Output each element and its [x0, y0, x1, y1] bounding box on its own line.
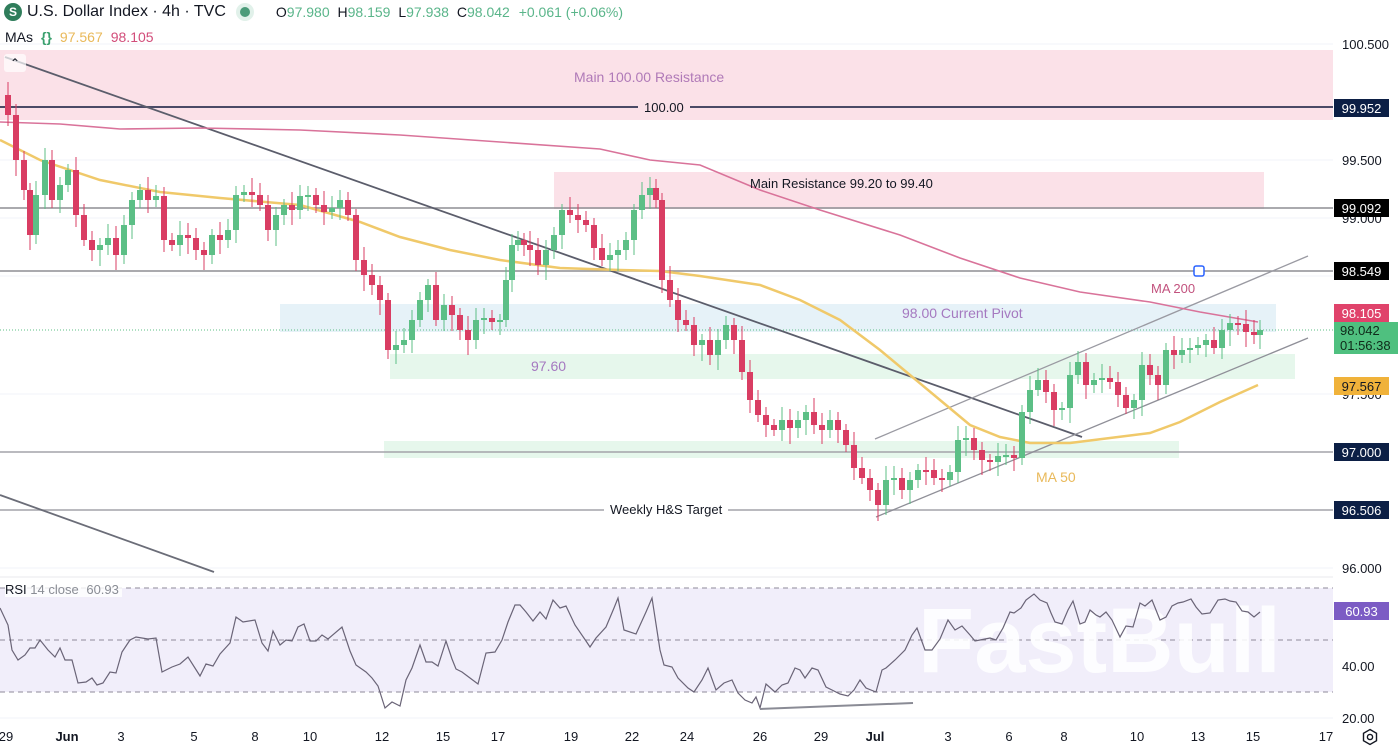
- rsi-tick: 40.00: [1342, 659, 1375, 674]
- dollar-logo-icon: S: [4, 3, 22, 21]
- level-9760-label[interactable]: 97.60: [531, 358, 567, 374]
- alert-handle[interactable]: [1193, 265, 1205, 277]
- time-tick: 17: [490, 729, 506, 744]
- main-resistance-zone: [554, 172, 1264, 209]
- collapse-legend-button[interactable]: ⌃: [4, 54, 26, 72]
- ma50-line: [0, 138, 1259, 445]
- open-label: O: [275, 4, 287, 20]
- price-tag-96506: 96.506: [1334, 501, 1389, 519]
- time-tick: 22: [624, 729, 640, 744]
- last-price-tag: 98.042 01:56:38: [1334, 322, 1398, 354]
- price-tag-99092: 99.092: [1334, 199, 1389, 217]
- ohlc-values: O97.980 H98.159 L97.938 C98.042 +0.061 (…: [272, 4, 623, 20]
- time-tick: 13: [1190, 729, 1206, 744]
- time-tick: 10: [302, 729, 318, 744]
- ma-legend[interactable]: MAs {} 97.567 98.105: [5, 29, 154, 45]
- ma50-label[interactable]: MA 50: [1036, 469, 1076, 485]
- symbol-title[interactable]: U.S. Dollar Index · 4h · TVC: [27, 3, 226, 20]
- ma200-legend-value: 98.105: [110, 29, 154, 45]
- watermark: FastBull: [918, 590, 1281, 692]
- chevron-up-icon: ⌃: [9, 56, 21, 70]
- time-tick: 29: [813, 729, 829, 744]
- settings-gear-icon[interactable]: [1361, 728, 1379, 746]
- code-braces-icon[interactable]: {}: [41, 29, 52, 45]
- main-resistance-label[interactable]: Main Resistance 99.20 to 99.40: [750, 176, 933, 191]
- symbol-header: S U.S. Dollar Index · 4h · TVC O97.980 H…: [4, 3, 623, 21]
- time-tick: 6: [1005, 729, 1013, 744]
- time-tick: 15: [1245, 729, 1261, 744]
- time-tick: 24: [679, 729, 695, 744]
- high-label: H: [337, 4, 348, 20]
- ma200-label[interactable]: MA 200: [1151, 281, 1196, 296]
- time-tick: Jun: [55, 729, 79, 744]
- ma200-line: [0, 121, 1259, 323]
- rsi-params: 14 close: [30, 582, 79, 597]
- rsi-divergence-line[interactable]: [759, 702, 914, 710]
- time-tick: 17: [1318, 729, 1334, 744]
- price-tick: 100.500: [1342, 37, 1389, 52]
- rsi-value-tag: 60.93: [1334, 602, 1389, 620]
- rsi-tick: 20.00: [1342, 711, 1375, 726]
- ma50-price-tag: 97.567: [1334, 377, 1389, 395]
- time-tick: 8: [1060, 729, 1068, 744]
- rsi-legend[interactable]: RSI 14 close 60.93: [5, 582, 122, 597]
- open-value: 97.980: [286, 4, 330, 20]
- time-tick: 19: [563, 729, 579, 744]
- time-tick: 3: [944, 729, 952, 744]
- rsi-label: RSI: [5, 582, 27, 597]
- channel-upper-line[interactable]: [874, 255, 1309, 440]
- time-tick: 26: [752, 729, 768, 744]
- price-tag-98549: 98.549: [1334, 262, 1389, 280]
- level-100-label[interactable]: 100.00: [638, 100, 690, 115]
- candlesticks: [5, 82, 1263, 521]
- high-value: 98.159: [347, 4, 391, 20]
- ma50-legend-value: 97.567: [59, 29, 103, 45]
- rsi-line: [0, 593, 1261, 711]
- pivot-label[interactable]: 98.00 Current Pivot: [902, 305, 1023, 321]
- change-value: +0.061 (+0.06%): [518, 4, 623, 20]
- price-tick: 99.500: [1342, 153, 1382, 168]
- time-tick: 12: [374, 729, 390, 744]
- channel-lower-line[interactable]: [875, 337, 1309, 518]
- lower-downtrend-line[interactable]: [0, 494, 215, 573]
- low-value: 97.938: [406, 4, 449, 20]
- ma200-price-tag: 98.105: [1334, 304, 1389, 322]
- mas-label: MAs: [5, 29, 33, 45]
- pivot-zone: [280, 304, 1276, 332]
- downtrend-line[interactable]: [4, 56, 1083, 438]
- hs-target-label[interactable]: Weekly H&S Target: [604, 502, 729, 517]
- price-tag-99952: 99.952: [1334, 99, 1389, 117]
- time-tick: 10: [1129, 729, 1145, 744]
- time-tick: 15: [435, 729, 451, 744]
- rsi-value: 60.93: [86, 582, 119, 597]
- time-tick: 5: [190, 729, 198, 744]
- price-tick: 96.000: [1342, 561, 1382, 576]
- close-label: C: [456, 4, 467, 20]
- close-value: 98.042: [466, 4, 510, 20]
- bar-countdown: 01:56:38: [1340, 338, 1391, 353]
- time-tick: 29: [0, 729, 14, 744]
- main-100-resistance-label[interactable]: Main 100.00 Resistance: [574, 69, 725, 85]
- last-price-value: 98.042: [1340, 323, 1380, 338]
- time-tick: Jul: [865, 729, 885, 744]
- price-tag-97000: 97.000: [1334, 443, 1389, 461]
- low-label: L: [398, 4, 407, 20]
- market-status-icon: [239, 7, 250, 17]
- time-tick: 8: [251, 729, 259, 744]
- time-tick: 3: [117, 729, 125, 744]
